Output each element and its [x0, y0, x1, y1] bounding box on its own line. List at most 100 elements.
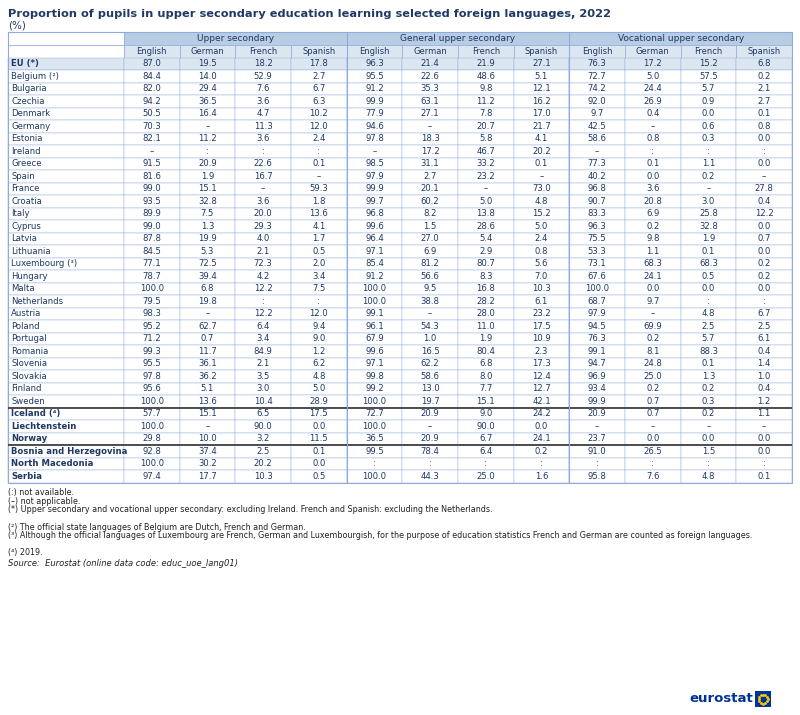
Text: 1.1: 1.1: [646, 247, 659, 256]
Bar: [458, 220, 514, 232]
Text: 29.4: 29.4: [198, 84, 217, 93]
Bar: [235, 245, 291, 257]
Text: 81.2: 81.2: [421, 260, 440, 268]
Text: 0.9: 0.9: [702, 97, 715, 106]
Bar: [736, 370, 792, 383]
Bar: [8, 458, 124, 470]
Bar: [736, 395, 792, 408]
Bar: [570, 207, 625, 220]
Text: 69.9: 69.9: [643, 322, 662, 331]
Bar: [458, 395, 514, 408]
Text: 90.0: 90.0: [477, 422, 495, 430]
Bar: [291, 220, 346, 232]
Text: 0.2: 0.2: [758, 72, 771, 81]
Text: (–) not applicable.: (–) not applicable.: [8, 497, 80, 506]
Bar: [402, 295, 458, 307]
Text: Vocational upper secondary: Vocational upper secondary: [618, 34, 744, 43]
Bar: [681, 220, 736, 232]
Text: 0.7: 0.7: [201, 334, 214, 343]
Text: :: :: [596, 459, 598, 468]
Text: France: France: [11, 184, 39, 193]
Bar: [458, 232, 514, 245]
Bar: [681, 195, 736, 207]
Text: 5.0: 5.0: [312, 384, 326, 393]
Text: 3.4: 3.4: [312, 272, 326, 281]
Text: 6.7: 6.7: [312, 84, 326, 93]
Bar: [291, 433, 346, 445]
Bar: [235, 232, 291, 245]
Text: 24.8: 24.8: [643, 359, 662, 368]
Text: 58.6: 58.6: [588, 134, 606, 143]
Bar: [124, 45, 180, 57]
Text: :: :: [206, 147, 209, 156]
Text: 0.0: 0.0: [646, 285, 659, 293]
Bar: [8, 408, 124, 420]
Text: 12.2: 12.2: [754, 209, 774, 218]
Bar: [291, 145, 346, 157]
Text: 17.2: 17.2: [421, 147, 439, 156]
Text: 12.0: 12.0: [310, 310, 328, 318]
Text: 96.3: 96.3: [588, 222, 606, 231]
Text: 0.2: 0.2: [758, 272, 771, 281]
Text: Sweden: Sweden: [11, 397, 45, 405]
Text: Luxembourg (³): Luxembourg (³): [11, 260, 77, 268]
Text: 0.8: 0.8: [646, 134, 659, 143]
Bar: [8, 320, 124, 332]
Bar: [458, 57, 514, 70]
Bar: [625, 82, 681, 95]
Bar: [291, 45, 346, 57]
Bar: [458, 120, 514, 132]
Text: 1.3: 1.3: [201, 222, 214, 231]
Text: 0.6: 0.6: [702, 122, 715, 131]
Bar: [180, 257, 235, 270]
Text: :: :: [651, 459, 654, 468]
Text: Malta: Malta: [11, 285, 34, 293]
Bar: [402, 332, 458, 345]
Bar: [235, 257, 291, 270]
Text: 17.5: 17.5: [532, 322, 551, 331]
Text: 0.0: 0.0: [312, 459, 326, 468]
Bar: [235, 383, 291, 395]
Text: 25.8: 25.8: [699, 209, 718, 218]
Bar: [736, 170, 792, 182]
Text: 76.3: 76.3: [588, 59, 606, 68]
Bar: [514, 270, 570, 282]
Bar: [402, 182, 458, 195]
Text: 100.0: 100.0: [362, 397, 386, 405]
Bar: [346, 132, 402, 145]
Text: 77.1: 77.1: [142, 260, 162, 268]
Bar: [681, 70, 736, 82]
Text: 14.0: 14.0: [198, 72, 217, 81]
Text: 16.8: 16.8: [476, 285, 495, 293]
Text: 20.9: 20.9: [421, 409, 439, 418]
Bar: [180, 145, 235, 157]
Text: 94.7: 94.7: [588, 359, 606, 368]
Bar: [180, 220, 235, 232]
Bar: [514, 395, 570, 408]
Bar: [346, 408, 402, 420]
Text: 16.4: 16.4: [198, 109, 217, 118]
Text: 2.5: 2.5: [758, 322, 771, 331]
Bar: [514, 132, 570, 145]
Text: 78.4: 78.4: [421, 447, 440, 455]
Bar: [458, 307, 514, 320]
Text: 15.1: 15.1: [477, 397, 495, 405]
Text: 0.0: 0.0: [758, 222, 771, 231]
Text: 97.9: 97.9: [588, 310, 606, 318]
Bar: [625, 445, 681, 458]
Bar: [124, 95, 180, 107]
Bar: [291, 458, 346, 470]
Text: 9.7: 9.7: [646, 297, 659, 306]
Text: 12.2: 12.2: [254, 310, 273, 318]
Bar: [180, 182, 235, 195]
Bar: [402, 207, 458, 220]
Text: 56.6: 56.6: [421, 272, 439, 281]
Bar: [514, 45, 570, 57]
Text: 7.6: 7.6: [257, 84, 270, 93]
Bar: [681, 370, 736, 383]
Text: 18.3: 18.3: [421, 134, 440, 143]
Bar: [8, 145, 124, 157]
Text: 0.0: 0.0: [312, 422, 326, 430]
Bar: [681, 470, 736, 483]
Bar: [8, 120, 124, 132]
